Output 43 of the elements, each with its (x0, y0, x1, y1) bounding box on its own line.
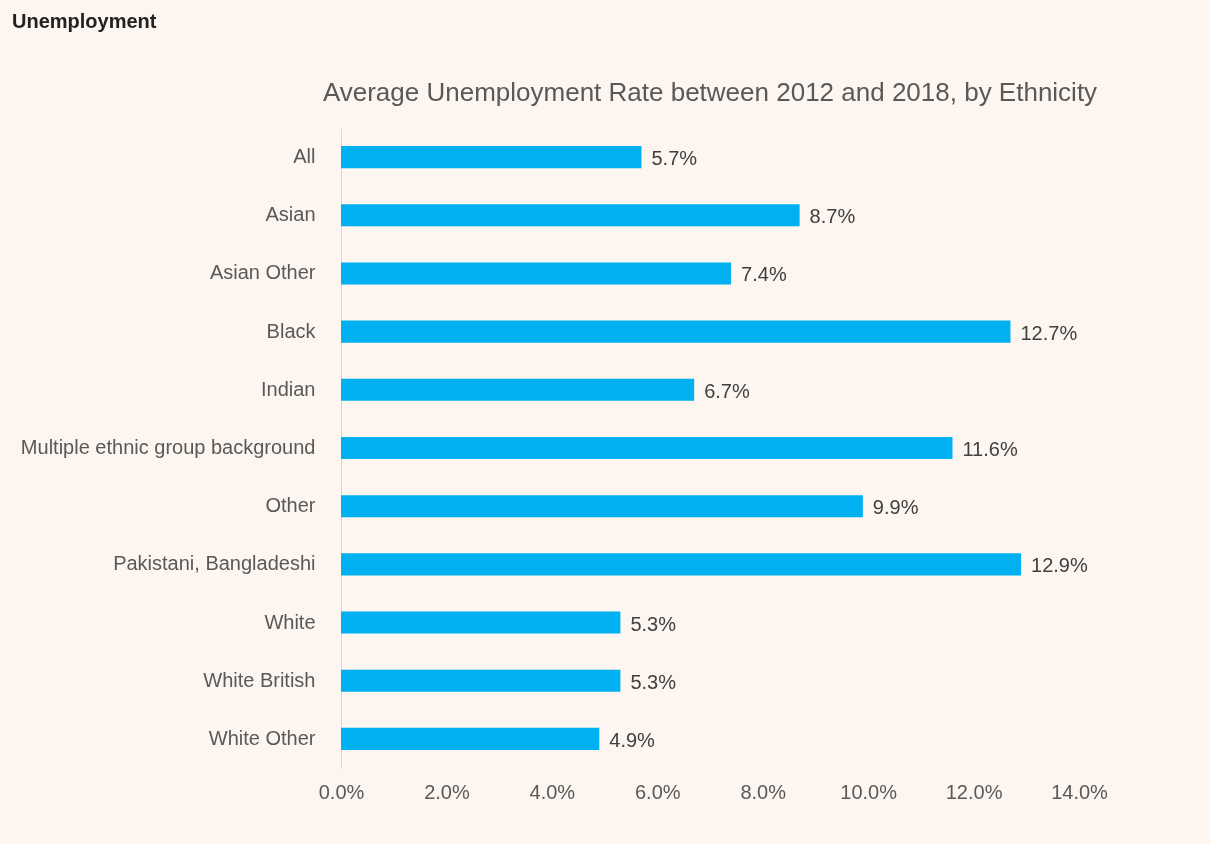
data-label: 12.9% (1031, 554, 1088, 577)
bar (341, 669, 621, 692)
bar (341, 320, 1011, 343)
x-tick-label: 0.0% (318, 780, 365, 803)
bar (341, 378, 695, 401)
x-tick-label: 2.0% (424, 780, 470, 803)
bar (341, 146, 642, 169)
bar (341, 611, 621, 634)
y-tick-label: White (264, 610, 316, 633)
chart-subtitle: Average Unemployment Rate between 2012 and 2018, by Ethnicity (322, 77, 1098, 107)
bar (341, 553, 1022, 576)
y-tick-label: Other (265, 494, 316, 517)
data-label: 7.4% (741, 263, 787, 286)
x-tick-label: 6.0% (634, 780, 681, 803)
data-label: 12.7% (1020, 321, 1078, 344)
data-label: 5.7% (651, 147, 698, 170)
bar (341, 204, 800, 227)
data-label: 5.3% (630, 670, 677, 693)
y-tick-label: Multiple ethnic group background (20, 436, 316, 458)
text: Unemployment (12, 10, 157, 33)
bar (341, 262, 732, 285)
y-tick-label: Black (266, 319, 317, 342)
x-tick-label: 4.0% (529, 780, 576, 803)
y-tick-label: White Other (208, 726, 316, 749)
y-tick-label: White British (203, 668, 316, 691)
y-tick-label: Pakistani, Bangladeshi (113, 552, 316, 575)
data-label: 9.9% (872, 496, 919, 519)
bar (341, 495, 863, 518)
y-tick-label: Asian Other (209, 261, 316, 284)
bar (341, 436, 953, 460)
data-label: 8.7% (809, 205, 856, 228)
y-tick-label: Asian (265, 203, 316, 226)
data-label: 4.9% (609, 728, 656, 751)
x-tick-label: 14.0% (1051, 780, 1109, 803)
data-label: 6.7% (704, 379, 750, 402)
data-label: 11.6% (962, 438, 1018, 460)
x-tick-label: 8.0% (740, 780, 787, 803)
x-tick-label: 10.0% (840, 780, 898, 803)
data-label: 5.3% (630, 612, 677, 635)
y-tick-label: All (293, 145, 316, 168)
y-tick-label: Indian (261, 377, 316, 400)
x-tick-label: 12.0% (945, 780, 1003, 803)
bar (341, 727, 600, 750)
